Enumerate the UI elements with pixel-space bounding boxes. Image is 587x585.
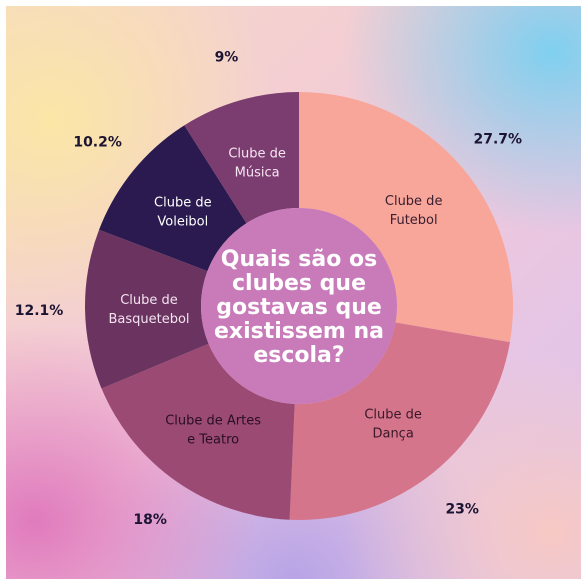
slice-label-5-1: Música [235,165,280,180]
donut-chart: Clube de Futebol 27.7% Clube de Dança 23% Club… [15,49,522,528]
slice-label-2-0: Clube de Artes [165,413,261,428]
chart-title-line-1: clubes que [232,271,366,296]
chart-card: Clube de Futebol 27.7% Clube de Dança 23% Club… [6,6,581,579]
slice-label-2-1: e Teatro [187,432,239,447]
chart-title-line-0: Quais são os [221,247,377,272]
donut-slice-4 [99,125,247,272]
slice-label-0-0: Clube de [385,194,443,209]
slice-value-label-0: 27.7% [473,131,522,147]
chart-title-line-2: gostavas que [216,295,382,320]
donut-slice-5 [184,92,299,224]
donut-center [201,208,397,404]
donut-slice-2 [101,343,295,520]
slice-value-label-2: 18% [133,512,167,528]
slice-label-4-0: Clube de [154,196,212,211]
slice-label-5-0: Clube de [228,146,286,161]
slice-label-3-1: Basquetebol [108,312,189,327]
donut-slice-1 [289,322,510,520]
chart-title-line-3: existissem na [214,319,384,344]
slice-value-label-1: 23% [445,501,479,517]
slice-value-label-4: 10.2% [73,135,122,151]
slice-label-1-1: Dança [372,426,413,441]
slice-value-label-5: 9% [215,49,239,65]
slice-label-1-0: Clube de [364,407,422,422]
slice-label-0-1: Futebol [390,213,438,228]
slice-label-4-1: Voleibol [157,215,208,230]
chart-title-line-4: escola? [253,343,344,368]
slice-value-label-3: 12.1% [15,303,64,319]
donut-slice-3 [85,229,209,389]
slice-label-3-0: Clube de [120,293,178,308]
donut-slice-0 [299,92,513,343]
